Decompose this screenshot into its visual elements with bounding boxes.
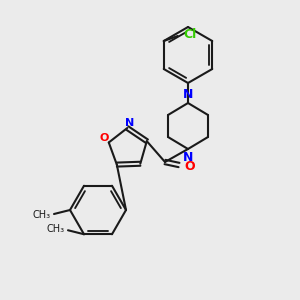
Text: N: N (183, 151, 193, 164)
Text: CH₃: CH₃ (47, 224, 65, 234)
Text: CH₃: CH₃ (33, 210, 51, 220)
Text: N: N (125, 118, 134, 128)
Text: O: O (99, 134, 109, 143)
Text: Cl: Cl (184, 28, 197, 40)
Text: O: O (184, 160, 195, 173)
Text: N: N (183, 88, 193, 101)
